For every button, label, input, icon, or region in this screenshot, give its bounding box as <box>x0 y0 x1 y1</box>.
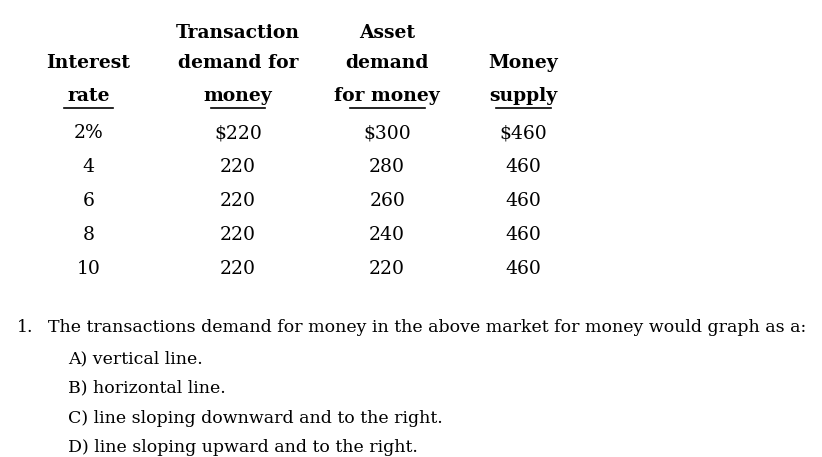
Text: 8: 8 <box>82 226 95 244</box>
Text: 260: 260 <box>369 192 405 210</box>
Text: C) line sloping downward and to the right.: C) line sloping downward and to the righ… <box>67 409 442 427</box>
Text: Money: Money <box>488 54 558 73</box>
Text: demand: demand <box>345 54 429 73</box>
Text: D) line sloping upward and to the right.: D) line sloping upward and to the right. <box>67 440 418 457</box>
Text: supply: supply <box>489 87 557 105</box>
Text: 220: 220 <box>219 226 256 244</box>
Text: 460: 460 <box>506 158 542 176</box>
Text: 220: 220 <box>219 192 256 210</box>
Text: 220: 220 <box>369 260 405 278</box>
Text: money: money <box>204 87 272 105</box>
Text: $460: $460 <box>500 124 547 142</box>
Text: A) vertical line.: A) vertical line. <box>67 350 202 367</box>
Text: for money: for money <box>335 87 440 105</box>
Text: 6: 6 <box>83 192 95 210</box>
Text: 280: 280 <box>369 158 405 176</box>
Text: rate: rate <box>67 87 110 105</box>
Text: Asset: Asset <box>359 24 415 42</box>
Text: 220: 220 <box>219 260 256 278</box>
Text: 4: 4 <box>82 158 95 176</box>
Text: 1.: 1. <box>17 319 34 336</box>
Text: 2%: 2% <box>74 124 104 142</box>
Text: $300: $300 <box>363 124 411 142</box>
Text: demand for: demand for <box>178 54 298 73</box>
Text: Interest: Interest <box>47 54 131 73</box>
Text: $220: $220 <box>214 124 261 142</box>
Text: 460: 460 <box>506 260 542 278</box>
Text: B) horizontal line.: B) horizontal line. <box>67 380 225 397</box>
Text: 240: 240 <box>369 226 405 244</box>
Text: 10: 10 <box>76 260 100 278</box>
Text: 460: 460 <box>506 192 542 210</box>
Text: Transaction: Transaction <box>176 24 300 42</box>
Text: The transactions demand for money in the above market for money would graph as a: The transactions demand for money in the… <box>48 319 806 336</box>
Text: 220: 220 <box>219 158 256 176</box>
Text: 460: 460 <box>506 226 542 244</box>
